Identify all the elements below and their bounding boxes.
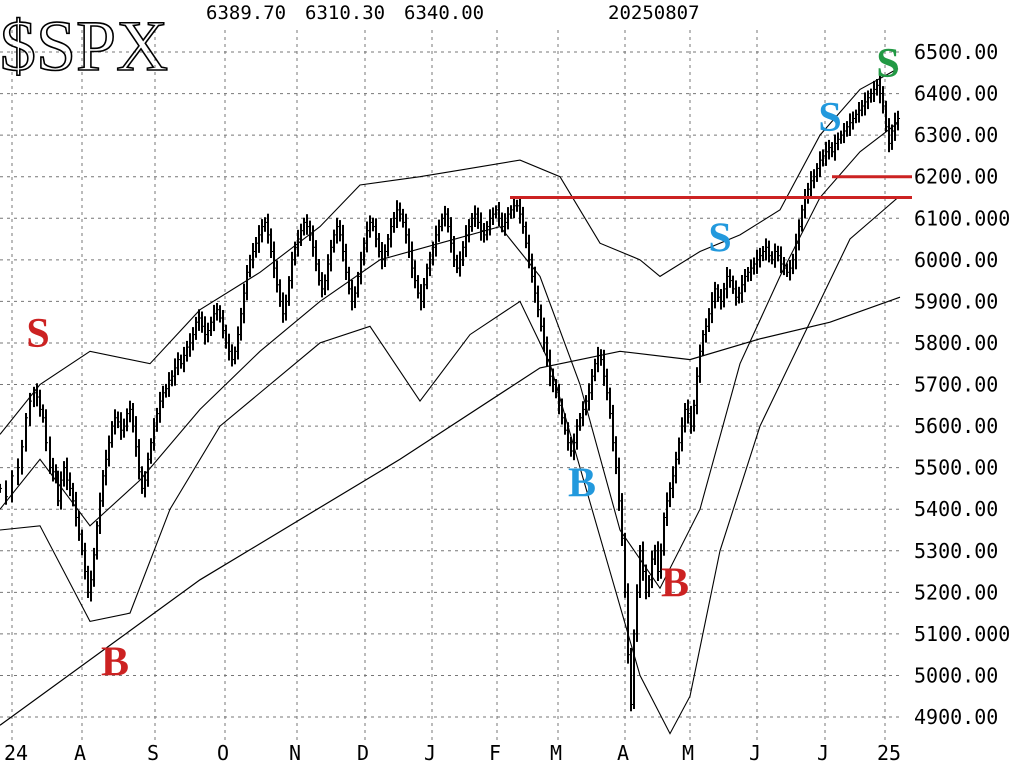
indicator-lines	[0, 68, 901, 735]
x-tick-label: N	[289, 741, 301, 765]
y-tick-label: 6200.00	[914, 165, 998, 189]
y-tick-label: 5800.00	[914, 331, 998, 355]
price-bars	[0, 75, 900, 712]
x-tick-label: A	[74, 741, 86, 765]
quote-close: 6340.00	[404, 2, 484, 24]
y-tick-label: 5300.00	[914, 539, 998, 563]
y-tick-label: 6300.00	[914, 123, 998, 147]
y-tick-label: 6400.00	[914, 82, 998, 106]
grid-layer	[0, 30, 900, 740]
signal-s: S	[876, 41, 899, 87]
y-tick-label: 5000.00	[914, 663, 998, 687]
y-tick-label: 6100.000	[914, 206, 1010, 230]
x-tick-label: M	[550, 741, 562, 765]
y-tick-label: 5700.00	[914, 373, 998, 397]
band-upper-line	[0, 68, 899, 435]
y-tick-label: 5500.00	[914, 456, 998, 480]
y-tick-label: 5100.000	[914, 622, 1010, 646]
y-tick-label: 6500.00	[914, 40, 998, 64]
x-tick-label: F	[489, 741, 501, 765]
horizontal-levels	[510, 175, 912, 199]
quote-date: 20250807	[608, 2, 700, 24]
symbol-title: $SPX	[0, 6, 168, 86]
ma-short-line	[0, 122, 899, 590]
x-tick-label: M	[682, 741, 694, 765]
x-tick-label: J	[424, 741, 436, 765]
x-tick-label: S	[147, 741, 159, 765]
ma-200-line	[0, 296, 901, 726]
x-tick-label: J	[749, 741, 761, 765]
x-tick-label: A	[617, 741, 629, 765]
signal-s: S	[708, 216, 731, 262]
axis-labels: 6500.00 6400.00 6300.00 6200.00 6100.000 6000…	[4, 40, 1010, 765]
y-tick-label: 4900.00	[914, 705, 998, 729]
signal-b: B	[661, 560, 689, 606]
y-tick-label: 5200.00	[914, 580, 998, 604]
signal-s: S	[818, 95, 841, 141]
quote-high: 6389.70	[206, 2, 286, 24]
y-tick-label: 5600.00	[914, 414, 998, 438]
x-tick-label: 25	[877, 741, 901, 765]
y-tick-label: 5900.00	[914, 289, 998, 313]
x-tick-label: 24	[4, 741, 28, 765]
signal-b: B	[568, 461, 596, 507]
quote-low: 6310.30	[305, 2, 385, 24]
band-lower-line	[0, 197, 899, 735]
y-tick-label: 5400.00	[914, 497, 998, 521]
x-tick-label: D	[357, 741, 369, 765]
signal-b: B	[101, 639, 129, 685]
x-tick-label: O	[217, 741, 229, 765]
y-tick-label: 6000.00	[914, 248, 998, 272]
signal-s: S	[26, 311, 49, 357]
x-tick-label: J	[817, 741, 829, 765]
